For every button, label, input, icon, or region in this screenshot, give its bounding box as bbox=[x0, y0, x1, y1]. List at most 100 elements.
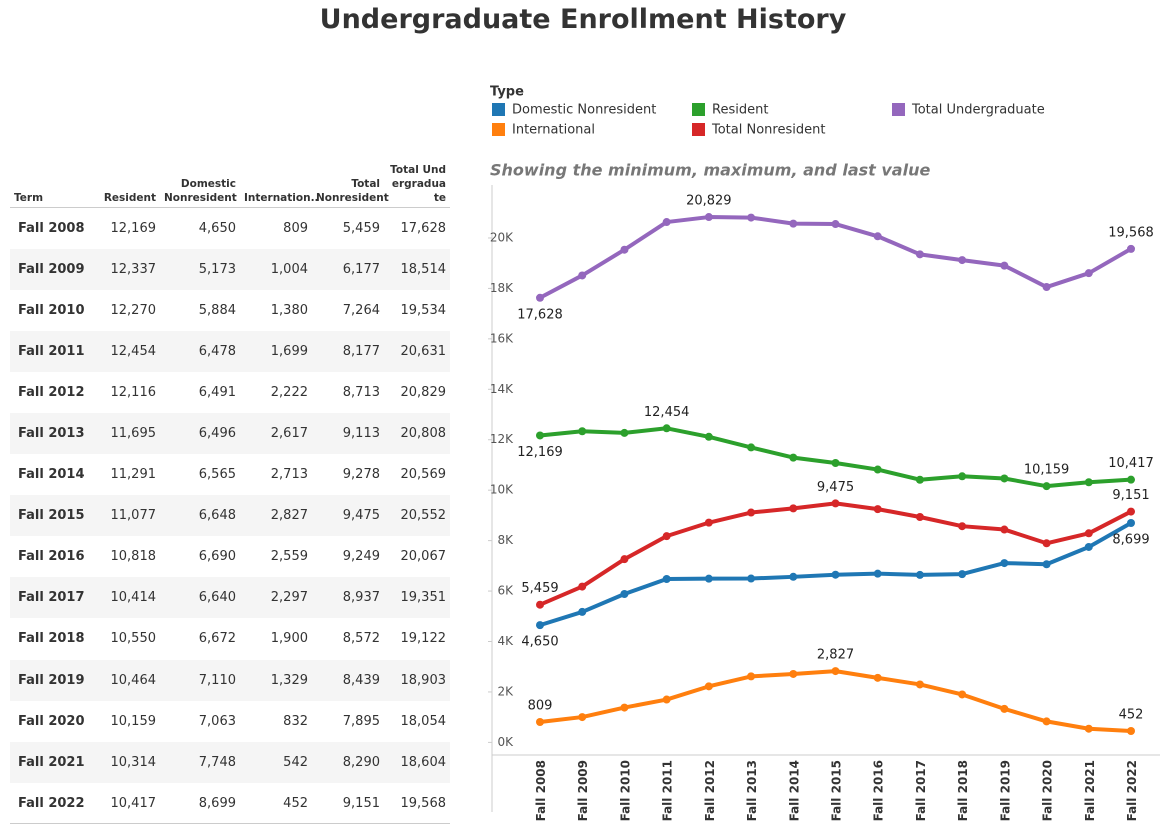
data-point bbox=[620, 555, 629, 564]
value-cell: 8,699 bbox=[198, 795, 236, 811]
table-row: Fall 2021 10,314 7,748 542 8,290 18,604 bbox=[10, 741, 450, 783]
data-point bbox=[873, 465, 882, 474]
data-point bbox=[1084, 529, 1093, 538]
value-cell: 6,672 bbox=[198, 631, 236, 647]
value-cell: 1,900 bbox=[270, 631, 308, 647]
data-point bbox=[789, 504, 798, 513]
series-line bbox=[539, 426, 1132, 489]
value-cell: 8,937 bbox=[312, 577, 384, 619]
data-point bbox=[1000, 525, 1009, 534]
y-tick-label: 2K bbox=[497, 684, 514, 698]
term-cell: Fall 2022 bbox=[18, 795, 85, 811]
value-cell: 2,559 bbox=[270, 549, 308, 565]
value-cell: 6,478 bbox=[160, 330, 240, 372]
table-row: Fall 2016 10,818 6,690 2,559 9,249 20,067 bbox=[10, 536, 450, 577]
data-label: 10,159 bbox=[1024, 463, 1070, 478]
table-header: Term Resident Domestic Nonresident Internat… bbox=[10, 163, 450, 208]
value-cell: 19,122 bbox=[400, 631, 447, 647]
data-point bbox=[620, 428, 629, 437]
data-point bbox=[1000, 559, 1009, 568]
data-point bbox=[747, 574, 756, 583]
column-header: Internation.. bbox=[240, 163, 319, 208]
data-point bbox=[747, 672, 756, 681]
data-point bbox=[958, 522, 967, 531]
data-point bbox=[704, 682, 713, 691]
value-cell: 7,264 bbox=[342, 302, 380, 318]
data-point bbox=[620, 703, 629, 712]
value-cell: 9,113 bbox=[312, 412, 384, 455]
column-header: Total Nonresident bbox=[312, 163, 389, 208]
value-cell: 20,552 bbox=[384, 495, 450, 537]
value-cell: 9,249 bbox=[342, 549, 380, 565]
value-cell: 8,290 bbox=[312, 741, 384, 783]
y-tick-label: 10K bbox=[490, 483, 514, 497]
term-cell: Fall 2016 bbox=[18, 549, 85, 565]
table-row: Fall 2013 11,695 6,496 2,617 9,113 20,808 bbox=[10, 412, 450, 455]
table-row: Fall 2008 12,169 4,650 809 5,459 17,628 bbox=[10, 208, 450, 249]
value-cell: 1,329 bbox=[240, 659, 312, 701]
term-cell: Fall 2017 bbox=[10, 577, 96, 619]
value-cell: 2,713 bbox=[270, 467, 308, 483]
value-cell: 20,067 bbox=[400, 549, 447, 565]
y-tick-label: 16K bbox=[490, 331, 514, 345]
value-cell: 12,116 bbox=[110, 384, 157, 400]
value-cell: 10,464 bbox=[96, 659, 160, 701]
data-point bbox=[915, 680, 924, 689]
value-cell: 8,713 bbox=[342, 384, 380, 400]
data-point bbox=[747, 213, 756, 222]
value-cell: 20,808 bbox=[384, 412, 450, 455]
table-body: Fall 2008 12,169 4,650 809 5,459 17,628 Fall 2… bbox=[10, 208, 450, 824]
data-point bbox=[1042, 560, 1051, 569]
value-cell: 11,077 bbox=[96, 495, 160, 537]
column-header: Term bbox=[10, 163, 96, 208]
data-point bbox=[1084, 269, 1093, 278]
x-tick-label: Fall 2009 bbox=[576, 760, 590, 821]
x-tick-label: Fall 2014 bbox=[787, 760, 801, 821]
data-point bbox=[662, 218, 671, 227]
legend-label: Resident bbox=[712, 103, 768, 118]
value-cell: 19,568 bbox=[400, 795, 447, 811]
table-row: Fall 2014 11,291 6,565 2,713 9,278 20,569 bbox=[10, 454, 450, 495]
series-line bbox=[539, 501, 1132, 607]
data-point bbox=[704, 432, 713, 441]
y-tick-label: 14K bbox=[490, 382, 514, 396]
value-cell: 10,159 bbox=[110, 713, 157, 729]
data-point bbox=[1127, 507, 1135, 516]
table-row: Fall 2009 12,337 5,173 1,004 6,177 18,514 bbox=[10, 248, 450, 290]
value-cell: 11,291 bbox=[110, 467, 157, 483]
data-point bbox=[704, 213, 713, 222]
data-point bbox=[578, 427, 587, 436]
column-header: Total Undergraduate bbox=[384, 163, 450, 208]
data-point bbox=[747, 508, 756, 517]
data-label: 12,169 bbox=[517, 445, 563, 460]
value-cell: 6,177 bbox=[312, 248, 384, 290]
data-point bbox=[662, 424, 671, 433]
data-point bbox=[873, 505, 882, 514]
value-cell: 11,695 bbox=[96, 412, 160, 455]
x-tick-label: Fall 2022 bbox=[1125, 760, 1139, 821]
data-label: 452 bbox=[1119, 707, 1144, 722]
data-point bbox=[831, 667, 840, 676]
chart-subtitle: Showing the minimum, maximum, and last v… bbox=[490, 161, 930, 180]
data-label: 2,827 bbox=[817, 648, 854, 663]
value-cell: 20,829 bbox=[400, 384, 447, 400]
value-cell: 1,004 bbox=[240, 248, 312, 290]
x-tick-label: Fall 2011 bbox=[661, 760, 675, 821]
y-tick-label: 12K bbox=[490, 432, 514, 446]
data-point bbox=[578, 713, 587, 722]
legend-swatch bbox=[692, 123, 705, 136]
value-cell: 4,650 bbox=[198, 220, 236, 236]
table-row: Fall 2015 11,077 6,648 2,827 9,475 20,552 bbox=[10, 495, 450, 537]
data-point bbox=[662, 532, 671, 541]
value-cell: 2,222 bbox=[270, 384, 308, 400]
value-cell: 12,454 bbox=[96, 330, 160, 372]
table-row: Fall 2012 12,116 6,491 2,222 8,713 20,829 bbox=[10, 372, 450, 413]
value-cell: 10,414 bbox=[96, 577, 160, 619]
data-point bbox=[1084, 478, 1093, 487]
term-cell: Fall 2008 bbox=[18, 220, 85, 236]
legend-swatch bbox=[692, 103, 705, 116]
data-label: 17,628 bbox=[517, 307, 563, 322]
data-point bbox=[958, 690, 967, 699]
data-point bbox=[1042, 717, 1051, 726]
value-cell: 20,569 bbox=[400, 467, 447, 483]
